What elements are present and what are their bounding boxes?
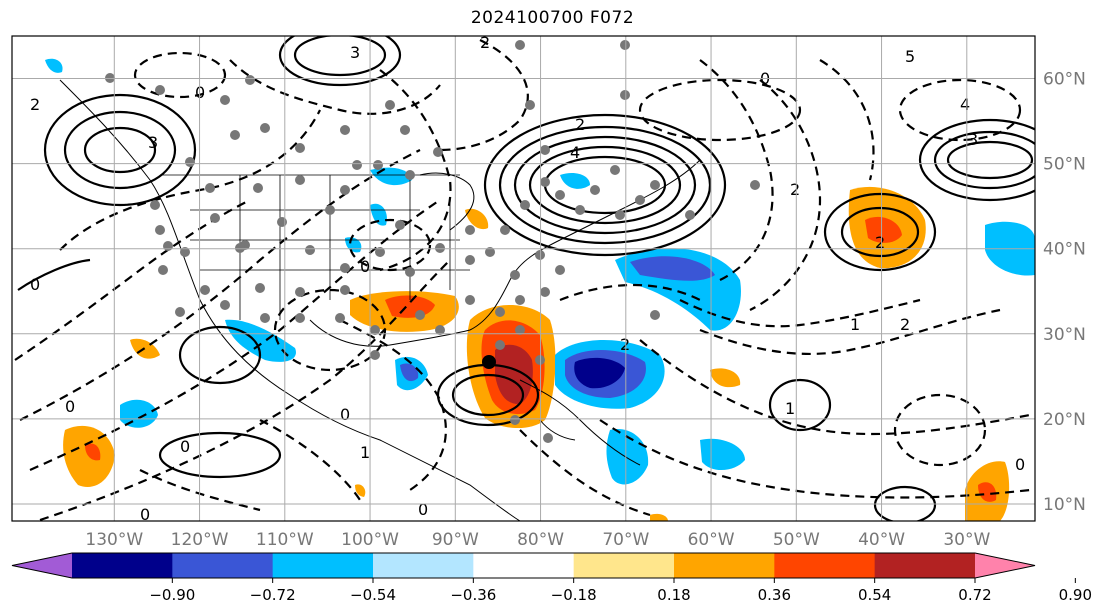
latitude-tick-label: 50°N bbox=[1043, 155, 1086, 175]
svg-text:0: 0 bbox=[1015, 455, 1025, 474]
svg-text:0: 0 bbox=[140, 505, 150, 524]
longitude-tick-label: 50°W bbox=[773, 530, 820, 550]
latitude-labels: 10°N 20°N 30°N 40°N 50°N 60°N bbox=[1043, 70, 1086, 515]
colorbar-tick-label: −0.36 bbox=[450, 586, 496, 604]
colorbar-segment bbox=[774, 553, 876, 578]
svg-text:0: 0 bbox=[180, 437, 190, 456]
state-borders bbox=[160, 174, 470, 320]
colorbar-tick-label: −0.72 bbox=[250, 586, 296, 604]
colorbar-tick-label: −0.18 bbox=[551, 586, 597, 604]
map-title: 2024100700 F072 bbox=[470, 8, 635, 28]
longitude-tick-label: 130°W bbox=[85, 530, 143, 550]
latitude-tick-label: 30°N bbox=[1043, 325, 1086, 345]
plot-frame bbox=[11, 35, 1036, 522]
colorbar-segment bbox=[473, 553, 575, 578]
svg-text:2: 2 bbox=[620, 335, 630, 354]
svg-text:2: 2 bbox=[875, 233, 885, 252]
colorbar-segment bbox=[573, 553, 675, 578]
longitude-tick-label: 110°W bbox=[256, 530, 314, 550]
colorbar-segment bbox=[373, 553, 474, 578]
contour-labels: 0 2 4 3 3 5 0 2 2 0 0 0 0 0 0 1 1 2 2 2 … bbox=[30, 33, 1025, 524]
svg-text:0: 0 bbox=[360, 257, 370, 276]
longitude-tick-label: 90°W bbox=[432, 530, 479, 550]
svg-text:2: 2 bbox=[900, 315, 910, 334]
svg-text:2: 2 bbox=[575, 115, 585, 134]
svg-text:1: 1 bbox=[850, 315, 860, 334]
latitude-tick-label: 20°N bbox=[1043, 410, 1086, 430]
svg-text:0: 0 bbox=[30, 275, 40, 294]
svg-text:0: 0 bbox=[340, 405, 350, 424]
coastlines bbox=[59, 79, 701, 521]
longitude-labels: 130°W 120°W 110°W 100°W 90°W 80°W 70°W 60°W 50°W… bbox=[85, 530, 990, 550]
colorbar-tick-label: −0.54 bbox=[350, 586, 396, 604]
svg-text:3: 3 bbox=[968, 130, 978, 149]
colorbar: −0.90 −0.72 −0.54 −0.36 −0.18 0.18 0.36 0.54 0.7… bbox=[11, 552, 1092, 604]
longitude-tick-label: 60°W bbox=[688, 530, 735, 550]
svg-text:0: 0 bbox=[418, 500, 428, 519]
colorbar-segment bbox=[674, 553, 775, 578]
longitude-tick-label: 40°W bbox=[858, 530, 905, 550]
colorbar-tick-label: 0.90 bbox=[1059, 586, 1092, 604]
longitude-tick-label: 80°W bbox=[517, 530, 564, 550]
storm-center-marker bbox=[482, 355, 496, 369]
colorbar-tick-label: −0.90 bbox=[149, 586, 195, 604]
colorbar-tick-label: 0.36 bbox=[758, 586, 791, 604]
longitude-tick-label: 100°W bbox=[341, 530, 399, 550]
svg-text:1: 1 bbox=[360, 443, 370, 462]
latitude-tick-label: 10°N bbox=[1043, 495, 1086, 515]
longitude-tick-label: 30°W bbox=[943, 530, 990, 550]
colorbar-segment bbox=[874, 553, 976, 578]
colorbar-extend-max bbox=[975, 553, 1035, 578]
latitude-tick-label: 40°N bbox=[1043, 240, 1086, 260]
colorbar-extend-min bbox=[12, 553, 72, 578]
solid-contours bbox=[17, 36, 1035, 521]
colorbar-tick-label: 0.72 bbox=[958, 586, 991, 604]
station-dots bbox=[105, 40, 760, 443]
svg-text:0: 0 bbox=[195, 83, 205, 102]
svg-text:4: 4 bbox=[960, 95, 970, 114]
svg-text:2: 2 bbox=[480, 33, 490, 52]
longitude-tick-label: 70°W bbox=[602, 530, 649, 550]
svg-text:4: 4 bbox=[570, 143, 580, 162]
colorbar-segment bbox=[272, 553, 374, 578]
plot-area bbox=[12, 36, 1035, 521]
svg-text:0: 0 bbox=[65, 397, 75, 416]
colorbar-segment bbox=[72, 553, 173, 578]
graticule bbox=[12, 36, 1035, 521]
colorbar-tick-label: 0.18 bbox=[657, 586, 690, 604]
colorbar-tick-label: 0.54 bbox=[858, 586, 891, 604]
svg-text:2: 2 bbox=[790, 180, 800, 199]
svg-text:5: 5 bbox=[905, 47, 915, 66]
colorbar-outline bbox=[11, 552, 1036, 579]
longitude-tick-label: 120°W bbox=[171, 530, 229, 550]
svg-text:3: 3 bbox=[350, 43, 360, 62]
colorbar-segment bbox=[172, 553, 274, 578]
latitude-tick-label: 60°N bbox=[1043, 70, 1086, 90]
svg-text:2: 2 bbox=[30, 95, 40, 114]
svg-text:3: 3 bbox=[148, 133, 158, 152]
svg-text:1: 1 bbox=[785, 399, 795, 418]
